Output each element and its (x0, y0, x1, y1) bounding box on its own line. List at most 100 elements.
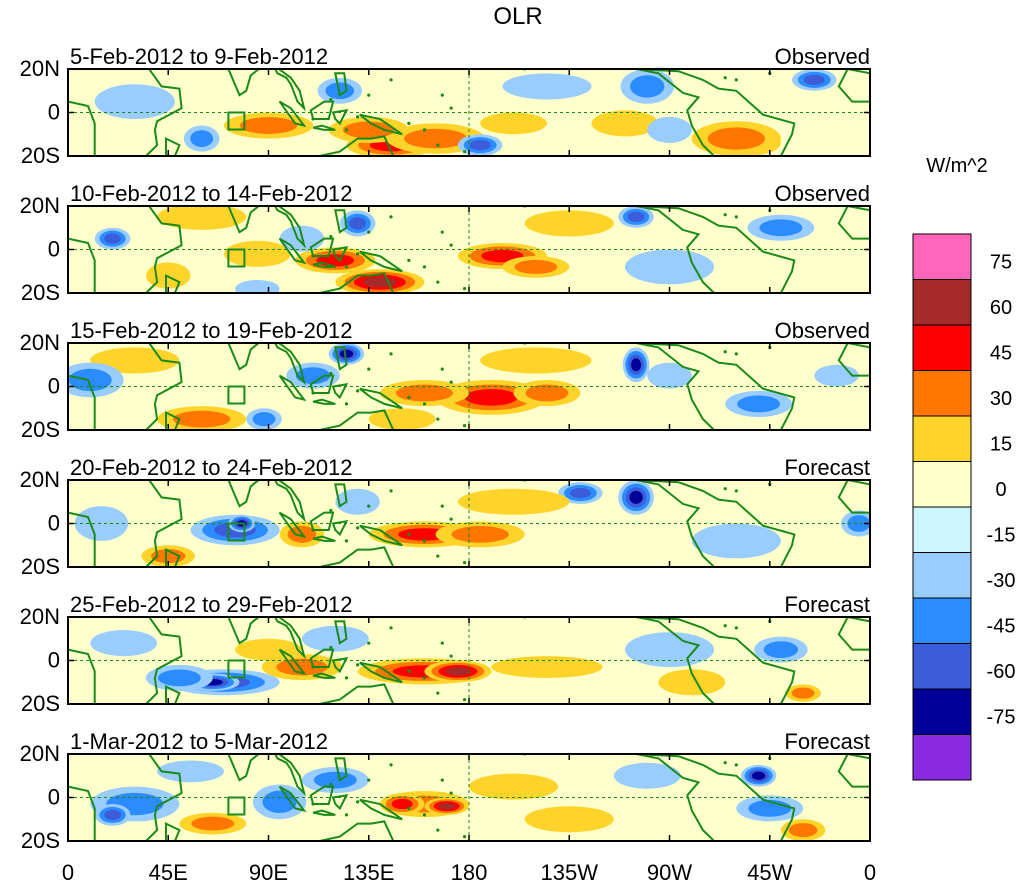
olr-anomaly-mark (68, 368, 112, 392)
coastline-outline (312, 398, 336, 405)
island-mark (344, 265, 349, 269)
island-mark (311, 391, 315, 395)
olr-anomaly-mark (624, 632, 715, 668)
x-tick-label: 90W (647, 860, 692, 885)
coastline-outline (331, 382, 349, 400)
island-mark (329, 97, 333, 102)
panel-status-label: Observed (775, 318, 870, 343)
island-mark (344, 676, 349, 680)
olr-anomaly-mark (759, 219, 803, 237)
olr-anomaly-mark (335, 488, 380, 515)
island-mark (344, 402, 349, 406)
olr-anomaly-mark (157, 669, 201, 687)
coastline-outline (635, 754, 796, 841)
coastline-outline (331, 245, 349, 263)
coastline-outline (359, 113, 403, 136)
olr-anomaly-mark (90, 630, 158, 657)
colorbar-units-label: W/m^2 (926, 155, 988, 177)
coastline-outline (334, 620, 348, 645)
coastline-outline (334, 346, 348, 371)
y-tick-label: 20N (20, 604, 60, 629)
panel-1: 20N 0 20S 5-Feb-2012 to 9-Feb-2012 Observed (20, 44, 871, 168)
island-mark (440, 367, 444, 371)
y-tick-label: 0 (48, 100, 60, 125)
island-mark (462, 835, 467, 839)
coastline-outline (68, 206, 183, 293)
coastline-outline (274, 69, 306, 112)
y-tick-label: 20N (20, 467, 60, 492)
y-tick-label: 0 (48, 374, 60, 399)
olr-anomaly-mark (235, 638, 302, 661)
x-tick-label: 135E (343, 860, 394, 885)
coastline-outline (331, 108, 349, 126)
island-mark (723, 76, 727, 80)
island-mark (734, 763, 738, 767)
colorbar-level-label: 60 (990, 297, 1012, 319)
y-tick-label: 20S (21, 280, 60, 305)
olr-anomaly-mark (469, 139, 491, 151)
island-mark (723, 487, 727, 491)
coastline-outline (165, 274, 181, 293)
island-mark (407, 532, 411, 536)
x-tick-label: 0 (864, 860, 876, 885)
coastline-outline (278, 785, 307, 813)
island-mark (407, 258, 411, 262)
coastline-outline (312, 124, 336, 131)
olr-anomaly-mark (239, 117, 298, 134)
island-mark (436, 828, 440, 832)
colorbar-level-label: -60 (987, 661, 1016, 683)
coastline-outline (165, 411, 181, 430)
y-tick-label: 20S (21, 143, 60, 168)
island-mark (407, 395, 411, 399)
panel-period-label: 1-Mar-2012 to 5-Mar-2012 (70, 729, 328, 754)
island-mark (311, 117, 315, 121)
olr-anomaly-mark (301, 625, 369, 652)
island-mark (440, 778, 444, 782)
coastline-outline (226, 754, 261, 782)
olr-anomaly-mark (491, 656, 603, 678)
colorbar-level-label: 30 (990, 388, 1012, 410)
coastline-outline (319, 683, 395, 704)
olr-anomaly-mark (457, 488, 570, 515)
olr-anomaly-mark (569, 487, 591, 499)
panel-status-label: Observed (775, 181, 870, 206)
y-tick-label: 0 (48, 648, 60, 673)
island-mark (389, 352, 393, 356)
island-mark (440, 641, 444, 645)
island-mark (344, 539, 349, 543)
island-mark (367, 93, 371, 97)
island-mark (389, 215, 393, 219)
olr-anomaly-mark (395, 384, 454, 402)
colorbar-level-label: 75 (990, 252, 1012, 274)
coastline-outline (837, 617, 870, 651)
olr-anomaly-mark (74, 506, 129, 541)
island-mark (422, 128, 427, 132)
olr-anomaly-mark (629, 490, 643, 504)
coastline-outline (312, 672, 336, 679)
olr-anomaly-mark (404, 128, 468, 149)
coastline-outline (635, 617, 796, 704)
olr-anomaly-mark (480, 347, 592, 374)
olr-anomaly-mark (391, 798, 413, 810)
olr-anomaly-mark (525, 384, 569, 402)
island-mark (734, 78, 738, 82)
island-mark (311, 665, 315, 669)
x-tick-label: 45W (747, 860, 792, 885)
olr-anomaly-mark (190, 130, 214, 147)
coastlines (68, 343, 870, 430)
panel-period-label: 10-Feb-2012 to 14-Feb-2012 (70, 181, 353, 206)
x-tick-label: 135W (541, 860, 599, 885)
island-mark (356, 115, 360, 119)
olr-anomaly-mark (157, 206, 247, 230)
island-mark (356, 800, 360, 804)
olr-anomaly-mark (339, 349, 354, 358)
colorbar-level-label: -30 (987, 570, 1016, 592)
olr-anomaly-mark (469, 773, 559, 800)
panel-status-label: Forecast (784, 592, 870, 617)
island-mark (440, 93, 444, 97)
coastline-outline (319, 820, 395, 841)
olr-anomaly-mark (157, 760, 224, 783)
olr-anomaly-mark (438, 802, 456, 810)
olr-anomaly-mark (514, 259, 558, 274)
